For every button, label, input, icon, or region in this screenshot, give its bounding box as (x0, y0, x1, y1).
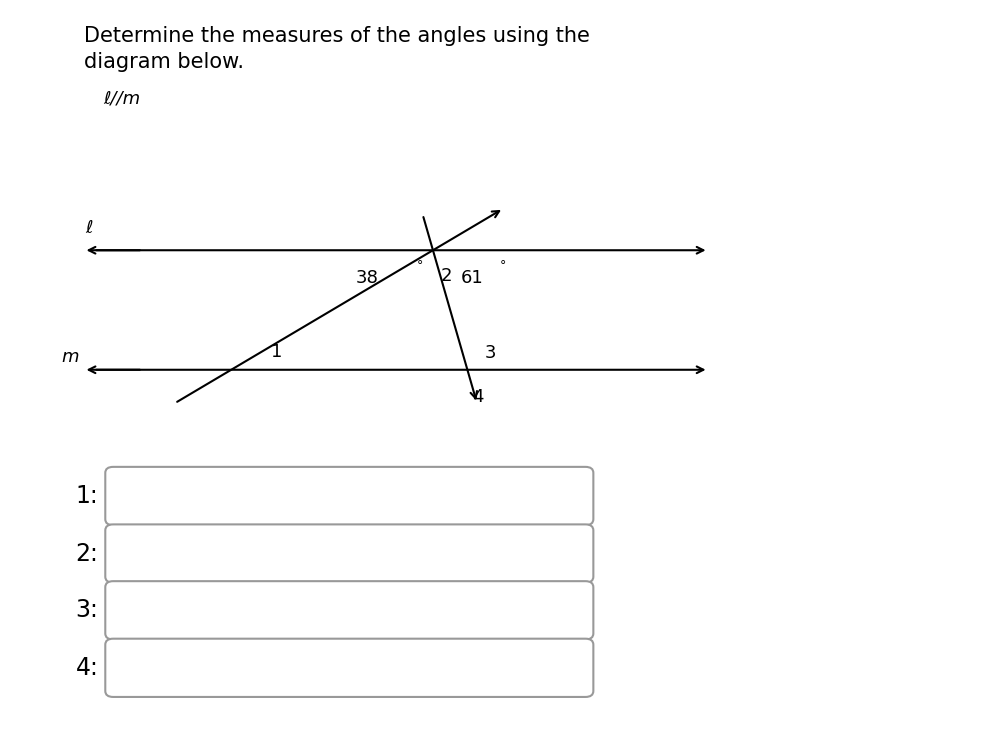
Text: 1: 1 (271, 343, 282, 361)
FancyBboxPatch shape (105, 581, 593, 639)
Text: 2: 2 (441, 267, 453, 285)
Text: 1:: 1: (76, 484, 98, 508)
Text: 4:: 4: (76, 656, 98, 680)
Text: Determine the measures of the angles using the: Determine the measures of the angles usi… (84, 26, 589, 46)
Text: ℓ//m: ℓ//m (103, 90, 141, 108)
Text: m: m (61, 348, 79, 366)
Text: 3: 3 (485, 344, 497, 362)
FancyBboxPatch shape (105, 524, 593, 583)
Text: 3:: 3: (76, 598, 98, 622)
Text: 2:: 2: (76, 542, 98, 565)
FancyBboxPatch shape (105, 639, 593, 697)
Text: 4: 4 (472, 388, 484, 406)
Text: 38: 38 (356, 269, 379, 287)
Text: diagram below.: diagram below. (84, 52, 244, 72)
Text: °: ° (417, 259, 423, 272)
Text: °: ° (500, 259, 506, 272)
FancyBboxPatch shape (105, 467, 593, 525)
Text: 61: 61 (461, 269, 483, 287)
Text: ℓ: ℓ (86, 219, 92, 237)
